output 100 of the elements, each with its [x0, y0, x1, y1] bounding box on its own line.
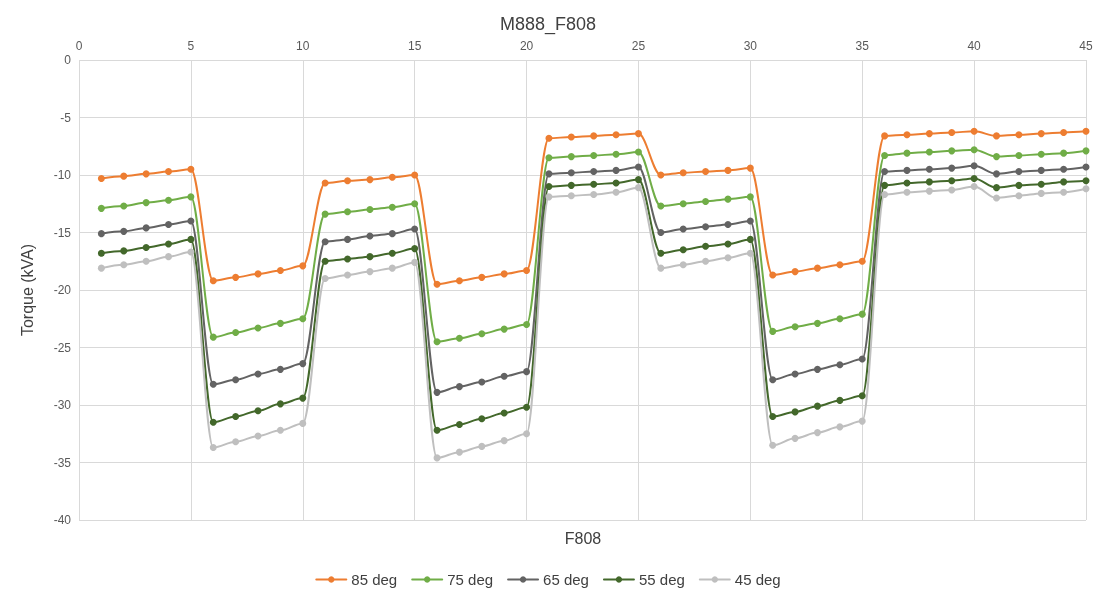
point	[836, 396, 844, 404]
point	[1015, 181, 1023, 189]
point	[702, 223, 710, 231]
point	[746, 235, 754, 243]
point	[165, 253, 173, 261]
point	[657, 202, 665, 210]
point	[590, 151, 598, 159]
point	[142, 243, 150, 251]
point	[1082, 127, 1090, 135]
point	[791, 323, 799, 331]
point	[366, 268, 374, 276]
point	[411, 245, 419, 253]
point	[478, 415, 486, 423]
point	[344, 208, 352, 216]
point	[679, 225, 687, 233]
point	[411, 171, 419, 179]
point	[523, 321, 531, 328]
point	[276, 266, 284, 274]
point	[1015, 131, 1023, 139]
point	[791, 434, 799, 442]
x-tick-label: 35	[855, 39, 870, 53]
point	[970, 127, 978, 135]
point	[970, 183, 978, 190]
point	[478, 378, 486, 386]
x-tick-label: 20	[519, 39, 534, 53]
point	[634, 176, 642, 184]
point	[813, 264, 821, 272]
point	[500, 270, 508, 278]
y-tick-label: 0	[64, 53, 72, 67]
point	[388, 173, 396, 181]
point	[836, 423, 844, 431]
point	[590, 180, 598, 188]
point	[679, 261, 687, 269]
point	[925, 165, 933, 173]
point	[724, 254, 732, 262]
point	[1037, 130, 1045, 138]
point	[299, 360, 307, 368]
point	[634, 130, 642, 138]
point	[769, 327, 777, 335]
point	[858, 355, 866, 363]
point	[500, 372, 508, 380]
point	[813, 365, 821, 373]
y-tick-label: -25	[53, 340, 72, 355]
point	[567, 153, 575, 161]
point	[388, 203, 396, 211]
point	[344, 177, 352, 185]
point	[925, 130, 933, 138]
point	[411, 225, 419, 233]
point	[545, 193, 553, 201]
point	[433, 338, 441, 346]
point	[1060, 188, 1068, 196]
point	[634, 163, 642, 171]
point	[1037, 189, 1045, 197]
point	[545, 183, 553, 190]
x-tick-label: 30	[743, 39, 758, 53]
point	[1037, 166, 1045, 174]
point	[232, 329, 240, 337]
point	[567, 133, 575, 141]
point	[388, 264, 396, 272]
point	[881, 151, 889, 159]
point	[344, 255, 352, 263]
point	[1060, 165, 1068, 173]
point	[657, 171, 665, 179]
point	[142, 170, 150, 178]
point	[366, 176, 374, 184]
point	[478, 330, 486, 338]
point	[165, 196, 173, 204]
point	[746, 164, 754, 172]
point	[724, 220, 732, 228]
point	[276, 365, 284, 373]
point	[142, 224, 150, 232]
x-tick-label: 45	[1079, 39, 1093, 53]
y-tick-label: -5	[60, 110, 72, 125]
point	[657, 264, 665, 272]
point	[746, 193, 754, 201]
point	[523, 430, 531, 438]
point	[523, 368, 531, 376]
legend-label: 85 deg	[351, 571, 398, 588]
point	[634, 148, 642, 156]
point	[545, 134, 553, 142]
point	[276, 400, 284, 408]
point	[455, 421, 463, 429]
point	[254, 407, 262, 415]
point	[97, 230, 105, 238]
point	[1082, 177, 1090, 185]
point	[769, 376, 777, 384]
point	[411, 200, 419, 208]
point	[858, 257, 866, 265]
point	[478, 273, 486, 281]
point	[1060, 128, 1068, 136]
point	[500, 437, 508, 445]
point	[590, 132, 598, 140]
y-tick-label: -15	[53, 225, 72, 240]
point	[455, 334, 463, 342]
chart-title: M888_F808	[499, 14, 597, 35]
point	[746, 249, 754, 257]
point	[321, 210, 329, 218]
point	[948, 147, 956, 155]
point	[612, 166, 620, 174]
point	[276, 426, 284, 434]
